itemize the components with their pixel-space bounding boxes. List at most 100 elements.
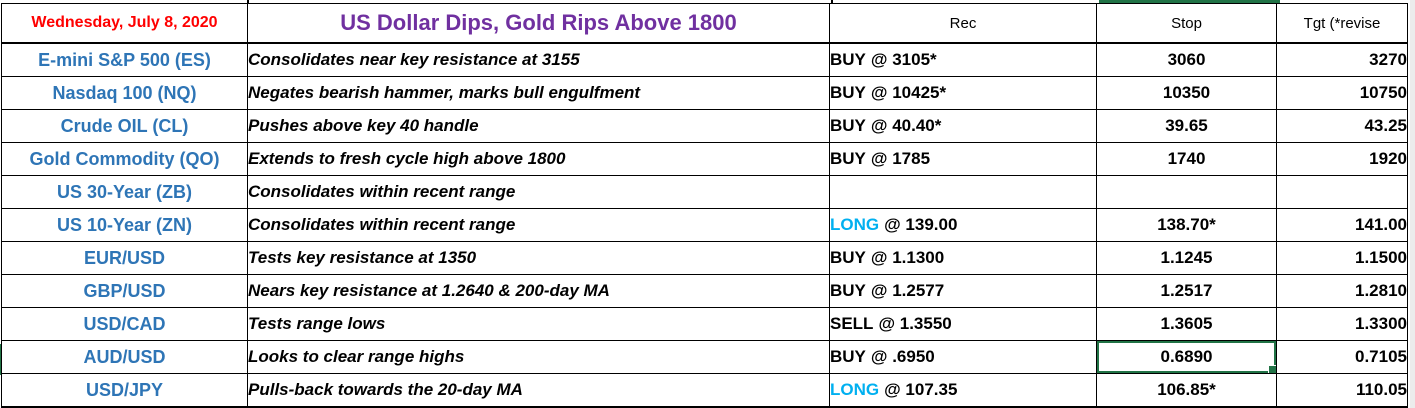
stop-value: 1.2517 [1160,281,1213,300]
rec-detail: @ 1.3550 [878,314,952,333]
rec-cell[interactable]: BUY @ 1.2577 [829,274,1097,308]
rec-action: BUY [830,83,866,102]
rec-cell[interactable]: BUY @ 1785 [829,142,1097,176]
tgt-cell[interactable]: 10750 [1276,76,1408,110]
recommendations-table: Wednesday, July 8, 2020 US Dollar Dips, … [1,3,1408,408]
table-row: AUD/USD Looks to clear range highs BUY @ … [1,340,1408,374]
rec-detail: @ 10425* [870,83,947,102]
note-cell[interactable]: Consolidates within recent range [247,175,830,209]
header-row: Wednesday, July 8, 2020 US Dollar Dips, … [1,3,1408,44]
instrument-cell[interactable]: USD/JPY [1,373,248,408]
instrument-cell[interactable]: Nasdaq 100 (NQ) [1,76,248,110]
instrument-cell[interactable]: Gold Commodity (QO) [1,142,248,176]
stop-header-cell[interactable]: Stop [1096,3,1277,44]
stop-cell[interactable]: 106.85* [1096,373,1277,408]
instrument-cell[interactable]: US 30-Year (ZB) [1,175,248,209]
stop-cell[interactable]: 1.2517 [1096,274,1277,308]
tgt-cell[interactable]: 141.00 [1276,208,1408,242]
table-row: GBP/USD Nears key resistance at 1.2640 &… [1,274,1408,308]
instrument-cell[interactable]: E-mini S&P 500 (ES) [1,42,248,77]
note-cell[interactable]: Tests key resistance at 1350 [247,241,830,275]
note-cell[interactable]: Pulls-back towards the 20-day MA [247,373,830,408]
instrument-cell[interactable]: Crude OIL (CL) [1,109,248,143]
stop-cell[interactable] [1096,175,1277,209]
fill-handle[interactable] [1268,365,1276,373]
rec-header-cell[interactable]: Rec [829,3,1097,44]
date-cell[interactable]: Wednesday, July 8, 2020 [1,3,248,44]
rec-action: BUY [830,149,866,168]
stop-cell[interactable]: 1.3605 [1096,307,1277,341]
stop-cell[interactable]: 1740 [1096,142,1277,176]
rec-detail: @ 1.2577 [870,281,945,300]
tgt-cell[interactable]: 43.25 [1276,109,1408,143]
stop-value: 10350 [1162,83,1211,102]
table-row: US 10-Year (ZN) Consolidates within rece… [1,208,1408,242]
stop-cell[interactable]: 10350 [1096,76,1277,110]
rec-cell[interactable]: BUY @ 1.1300 [829,241,1097,275]
rec-action: BUY [830,248,866,267]
tgt-cell[interactable]: 3270 [1276,42,1408,77]
stop-value: 138.70* [1157,215,1216,234]
rec-cell[interactable]: BUY @ 10425* [829,76,1097,110]
note-cell[interactable]: Pushes above key 40 handle [247,109,830,143]
column-border-stub [831,0,833,3]
rec-cell[interactable]: BUY @ .6950 [829,340,1097,374]
note-cell[interactable]: Negates bearish hammer, marks bull engul… [247,76,830,110]
stop-cell[interactable]: 0.6890 [1096,340,1277,374]
tgt-cell[interactable]: 1.1500 [1276,241,1408,275]
instrument-cell[interactable]: EUR/USD [1,241,248,275]
tgt-cell[interactable] [1276,175,1408,209]
rec-action: LONG [830,380,880,399]
rec-cell[interactable]: LONG @ 107.35 [829,373,1097,408]
rec-detail: @ 107.35 [884,380,958,399]
tgt-cell[interactable]: 1920 [1276,142,1408,176]
note-cell[interactable]: Extends to fresh cycle high above 1800 [247,142,830,176]
tgt-cell[interactable]: 0.7105 [1276,340,1408,374]
sheet-edge-gutter [1410,0,1415,408]
rec-action: SELL [830,314,874,333]
table-row: USD/CAD Tests range lows SELL @ 1.3550 1.… [1,307,1408,341]
rec-cell[interactable]: BUY @ 3105* [829,42,1097,77]
rec-action: BUY [830,116,866,135]
instrument-cell[interactable]: GBP/USD [1,274,248,308]
instrument-cell[interactable]: USD/CAD [1,307,248,341]
instrument-cell[interactable]: US 10-Year (ZN) [1,208,248,242]
rec-cell[interactable]: BUY @ 40.40* [829,109,1097,143]
table-row: US 30-Year (ZB) Consolidates within rece… [1,175,1408,209]
note-cell[interactable]: Consolidates near key resistance at 3155 [247,42,830,77]
rec-detail: @ 3105* [870,50,937,69]
sheet-title-cell[interactable]: US Dollar Dips, Gold Rips Above 1800 [247,3,830,44]
table-row: Crude OIL (CL) Pushes above key 40 handl… [1,109,1408,143]
rec-cell[interactable]: SELL @ 1.3550 [829,307,1097,341]
rec-detail: @ .6950 [870,347,935,366]
note-cell[interactable]: Tests range lows [247,307,830,341]
stop-value: 1.1245 [1160,248,1213,267]
stop-cell[interactable]: 138.70* [1096,208,1277,242]
note-cell[interactable]: Nears key resistance at 1.2640 & 200-day… [247,274,830,308]
table-row: Gold Commodity (QO) Extends to fresh cyc… [1,142,1408,176]
rec-action: BUY [830,281,866,300]
stop-value: 1.3605 [1160,314,1213,333]
stop-cell[interactable]: 1.1245 [1096,241,1277,275]
tgt-cell[interactable]: 110.05 [1276,373,1408,408]
tgt-header-cell[interactable]: Tgt (*revise [1276,3,1408,44]
stop-cell[interactable]: 3060 [1096,42,1277,77]
table-row: EUR/USD Tests key resistance at 1350 BUY… [1,241,1408,275]
stop-value: 1740 [1167,149,1206,168]
stop-column-selection-bar [1099,0,1280,3]
rec-detail: @ 1785 [870,149,931,168]
tgt-cell[interactable]: 1.3300 [1276,307,1408,341]
rec-cell[interactable]: LONG @ 139.00 [829,208,1097,242]
table-row: USD/JPY Pulls-back towards the 20-day MA… [1,373,1408,408]
tgt-cell[interactable]: 1.2810 [1276,274,1408,308]
note-cell[interactable]: Looks to clear range highs [247,340,830,374]
note-cell[interactable]: Consolidates within recent range [247,208,830,242]
rec-detail: @ 40.40* [870,116,942,135]
instrument-cell[interactable]: AUD/USD [1,340,248,374]
rec-action: BUY [830,347,866,366]
rec-detail: @ 1.1300 [870,248,945,267]
stop-cell[interactable]: 39.65 [1096,109,1277,143]
rec-cell[interactable] [829,175,1097,209]
stop-value: 106.85* [1157,380,1216,399]
